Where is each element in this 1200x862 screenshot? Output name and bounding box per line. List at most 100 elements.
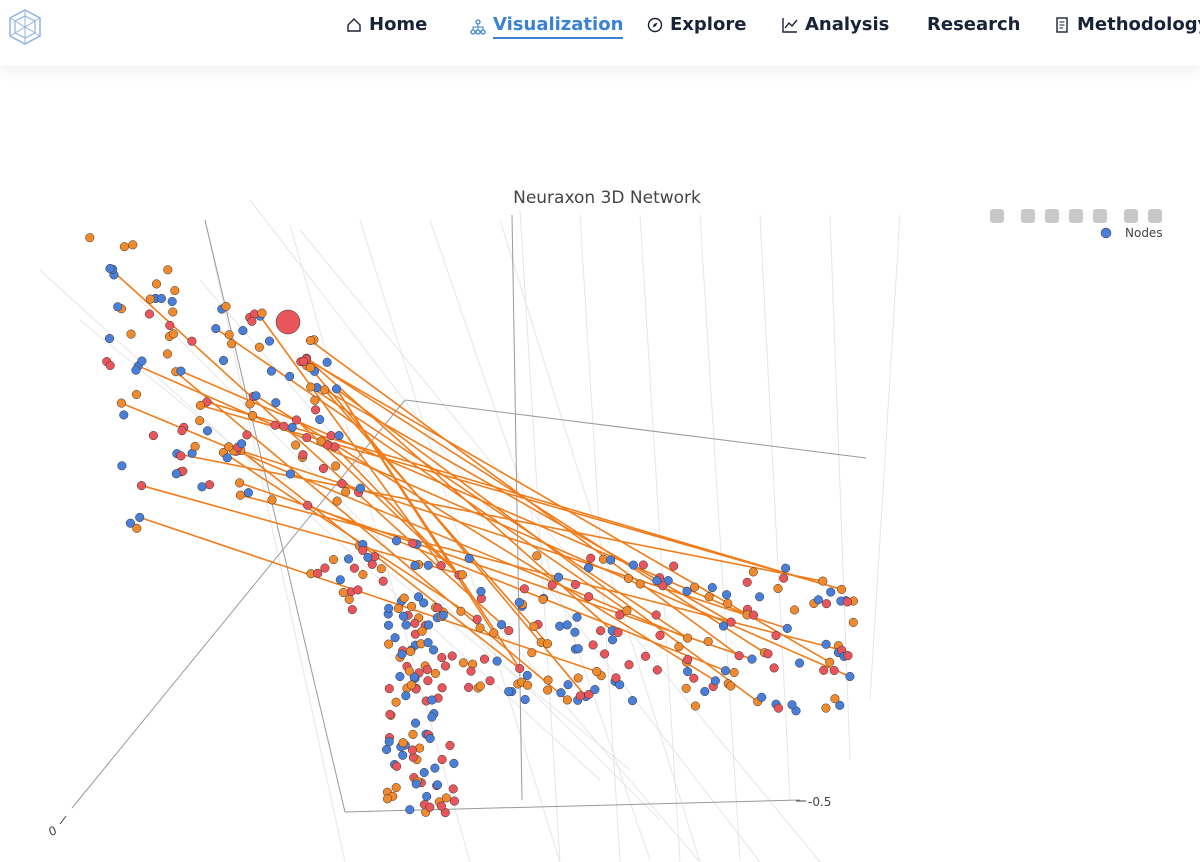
node-dot: [224, 442, 234, 452]
edge: [335, 388, 521, 669]
node-dot: [257, 308, 267, 318]
node-dot: [423, 560, 433, 570]
node-dot: [532, 551, 542, 561]
node-dot: [674, 642, 684, 652]
axis-line: [204, 219, 346, 813]
node-dot: [683, 654, 693, 665]
node-dot: [171, 469, 181, 479]
logo[interactable]: [6, 8, 44, 46]
node-dot: [391, 783, 401, 793]
node-dot: [405, 805, 415, 815]
node-dot: [652, 576, 662, 586]
edge: [175, 371, 568, 701]
node-dot: [624, 660, 634, 670]
node-dot: [437, 683, 447, 693]
node-dot: [311, 405, 321, 415]
node-dot: [187, 336, 197, 346]
node-dot: [432, 780, 443, 790]
node-dot: [690, 701, 700, 711]
node-dot: [842, 597, 852, 607]
nav-icon: [647, 17, 663, 32]
node-dot: [520, 694, 530, 705]
node-dot: [132, 523, 142, 533]
modebar-button[interactable]: [1045, 209, 1059, 223]
node-dot: [547, 580, 557, 590]
nav-link[interactable]: Analysis: [782, 14, 889, 35]
node-dot: [611, 673, 621, 683]
modebar-button[interactable]: [1021, 209, 1035, 223]
node-dot: [458, 658, 468, 668]
node-dot: [367, 559, 377, 569]
node-dot: [116, 398, 126, 408]
nav-link[interactable]: Explore: [647, 14, 746, 35]
edge: [139, 516, 597, 673]
node-dot: [391, 697, 401, 707]
edge: [305, 358, 831, 663]
nav-link[interactable]: Visualization: [470, 14, 624, 39]
legend-marker: [1100, 227, 1112, 239]
node-dot: [456, 606, 466, 616]
node-dot: [151, 279, 162, 289]
node-dot: [720, 666, 731, 676]
node-dot: [437, 754, 447, 765]
node-dot: [305, 363, 315, 373]
legend-label: Nodes: [1125, 226, 1163, 240]
node-dot: [437, 653, 447, 663]
node-dot: [275, 309, 301, 335]
grid-line: [699, 214, 741, 861]
node-dot: [427, 712, 437, 722]
node-dot: [773, 583, 783, 594]
modebar-button[interactable]: [1124, 209, 1138, 223]
node-dot: [556, 688, 566, 698]
node-dot: [690, 582, 700, 592]
node-dot: [448, 784, 458, 794]
node-dot: [682, 586, 692, 596]
node-dot: [398, 738, 408, 748]
node-dot: [457, 570, 467, 580]
node-dot: [747, 654, 757, 664]
node-dot: [266, 366, 276, 376]
modebar-button[interactable]: [990, 209, 1004, 223]
node-dot: [168, 307, 178, 317]
node-dot: [422, 665, 432, 675]
node-dot: [135, 512, 145, 522]
node-dot: [623, 573, 633, 583]
node-dot: [592, 666, 602, 677]
node-dot: [652, 665, 662, 675]
node-dot: [405, 646, 416, 656]
node-dot: [343, 554, 354, 564]
node-dot: [543, 685, 553, 695]
nav-link[interactable]: Research: [927, 14, 1021, 35]
node-dot: [163, 265, 173, 275]
grid-line: [359, 219, 561, 862]
node-dot: [504, 626, 514, 636]
node-dot: [401, 620, 411, 630]
node-dot: [683, 666, 693, 677]
node-dot: [267, 495, 277, 505]
nodes: [85, 233, 858, 818]
node-dot: [331, 461, 341, 471]
node-dot: [419, 767, 429, 778]
node-dot: [479, 654, 490, 664]
node-dot: [441, 793, 451, 803]
modebar-button[interactable]: [1148, 209, 1162, 223]
modebar-button[interactable]: [1093, 209, 1107, 223]
node-dot: [522, 680, 533, 690]
node-dot: [818, 576, 828, 586]
node-dot: [137, 356, 147, 366]
node-dot: [385, 709, 395, 719]
node-dot: [755, 592, 765, 602]
nav-label: Home: [369, 14, 428, 35]
grid-line: [639, 214, 681, 862]
edge: [206, 401, 842, 591]
node-dot: [195, 416, 205, 426]
modebar-button[interactable]: [1069, 209, 1083, 223]
node-dot: [338, 587, 348, 598]
node-dot: [271, 398, 281, 408]
nav-link[interactable]: Methodology: [1054, 14, 1200, 35]
nav-link[interactable]: Home: [346, 14, 427, 35]
node-dot: [408, 538, 418, 548]
node-dot: [583, 563, 594, 573]
node-dot: [170, 286, 180, 296]
node-dot: [322, 357, 332, 367]
